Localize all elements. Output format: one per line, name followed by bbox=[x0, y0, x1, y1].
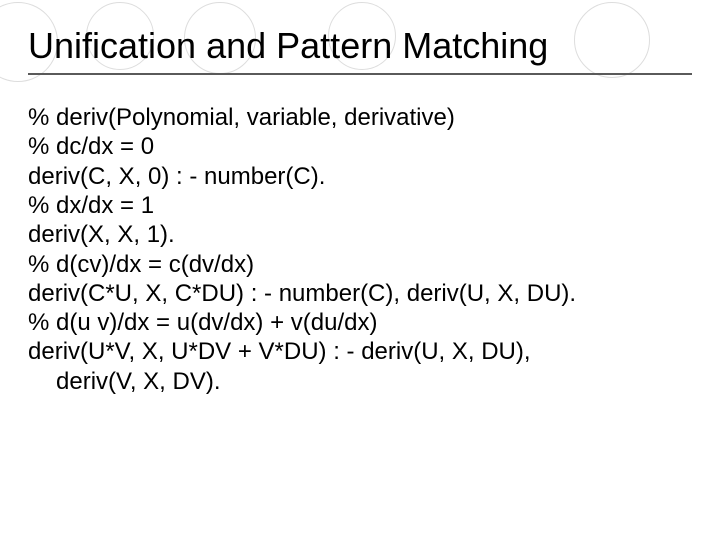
body-line: deriv(C*U, X, C*DU) : - number(C), deriv… bbox=[28, 279, 692, 308]
slide-body: % deriv(Polynomial, variable, derivative… bbox=[28, 103, 692, 396]
body-line: % deriv(Polynomial, variable, derivative… bbox=[28, 103, 692, 132]
body-line: % dc/dx = 0 bbox=[28, 132, 692, 161]
body-line: deriv(V, X, DV). bbox=[28, 367, 692, 396]
body-line: deriv(X, X, 1). bbox=[28, 220, 692, 249]
slide-container: Unification and Pattern Matching % deriv… bbox=[0, 0, 720, 540]
body-line: % d(u v)/dx = u(dv/dx) + v(du/dx) bbox=[28, 308, 692, 337]
body-line: deriv(U*V, X, U*DV + V*DU) : - deriv(U, … bbox=[28, 337, 692, 366]
body-line: % dx/dx = 1 bbox=[28, 191, 692, 220]
body-line: % d(cv)/dx = c(dv/dx) bbox=[28, 250, 692, 279]
slide-title: Unification and Pattern Matching bbox=[28, 24, 692, 75]
body-line: deriv(C, X, 0) : - number(C). bbox=[28, 162, 692, 191]
